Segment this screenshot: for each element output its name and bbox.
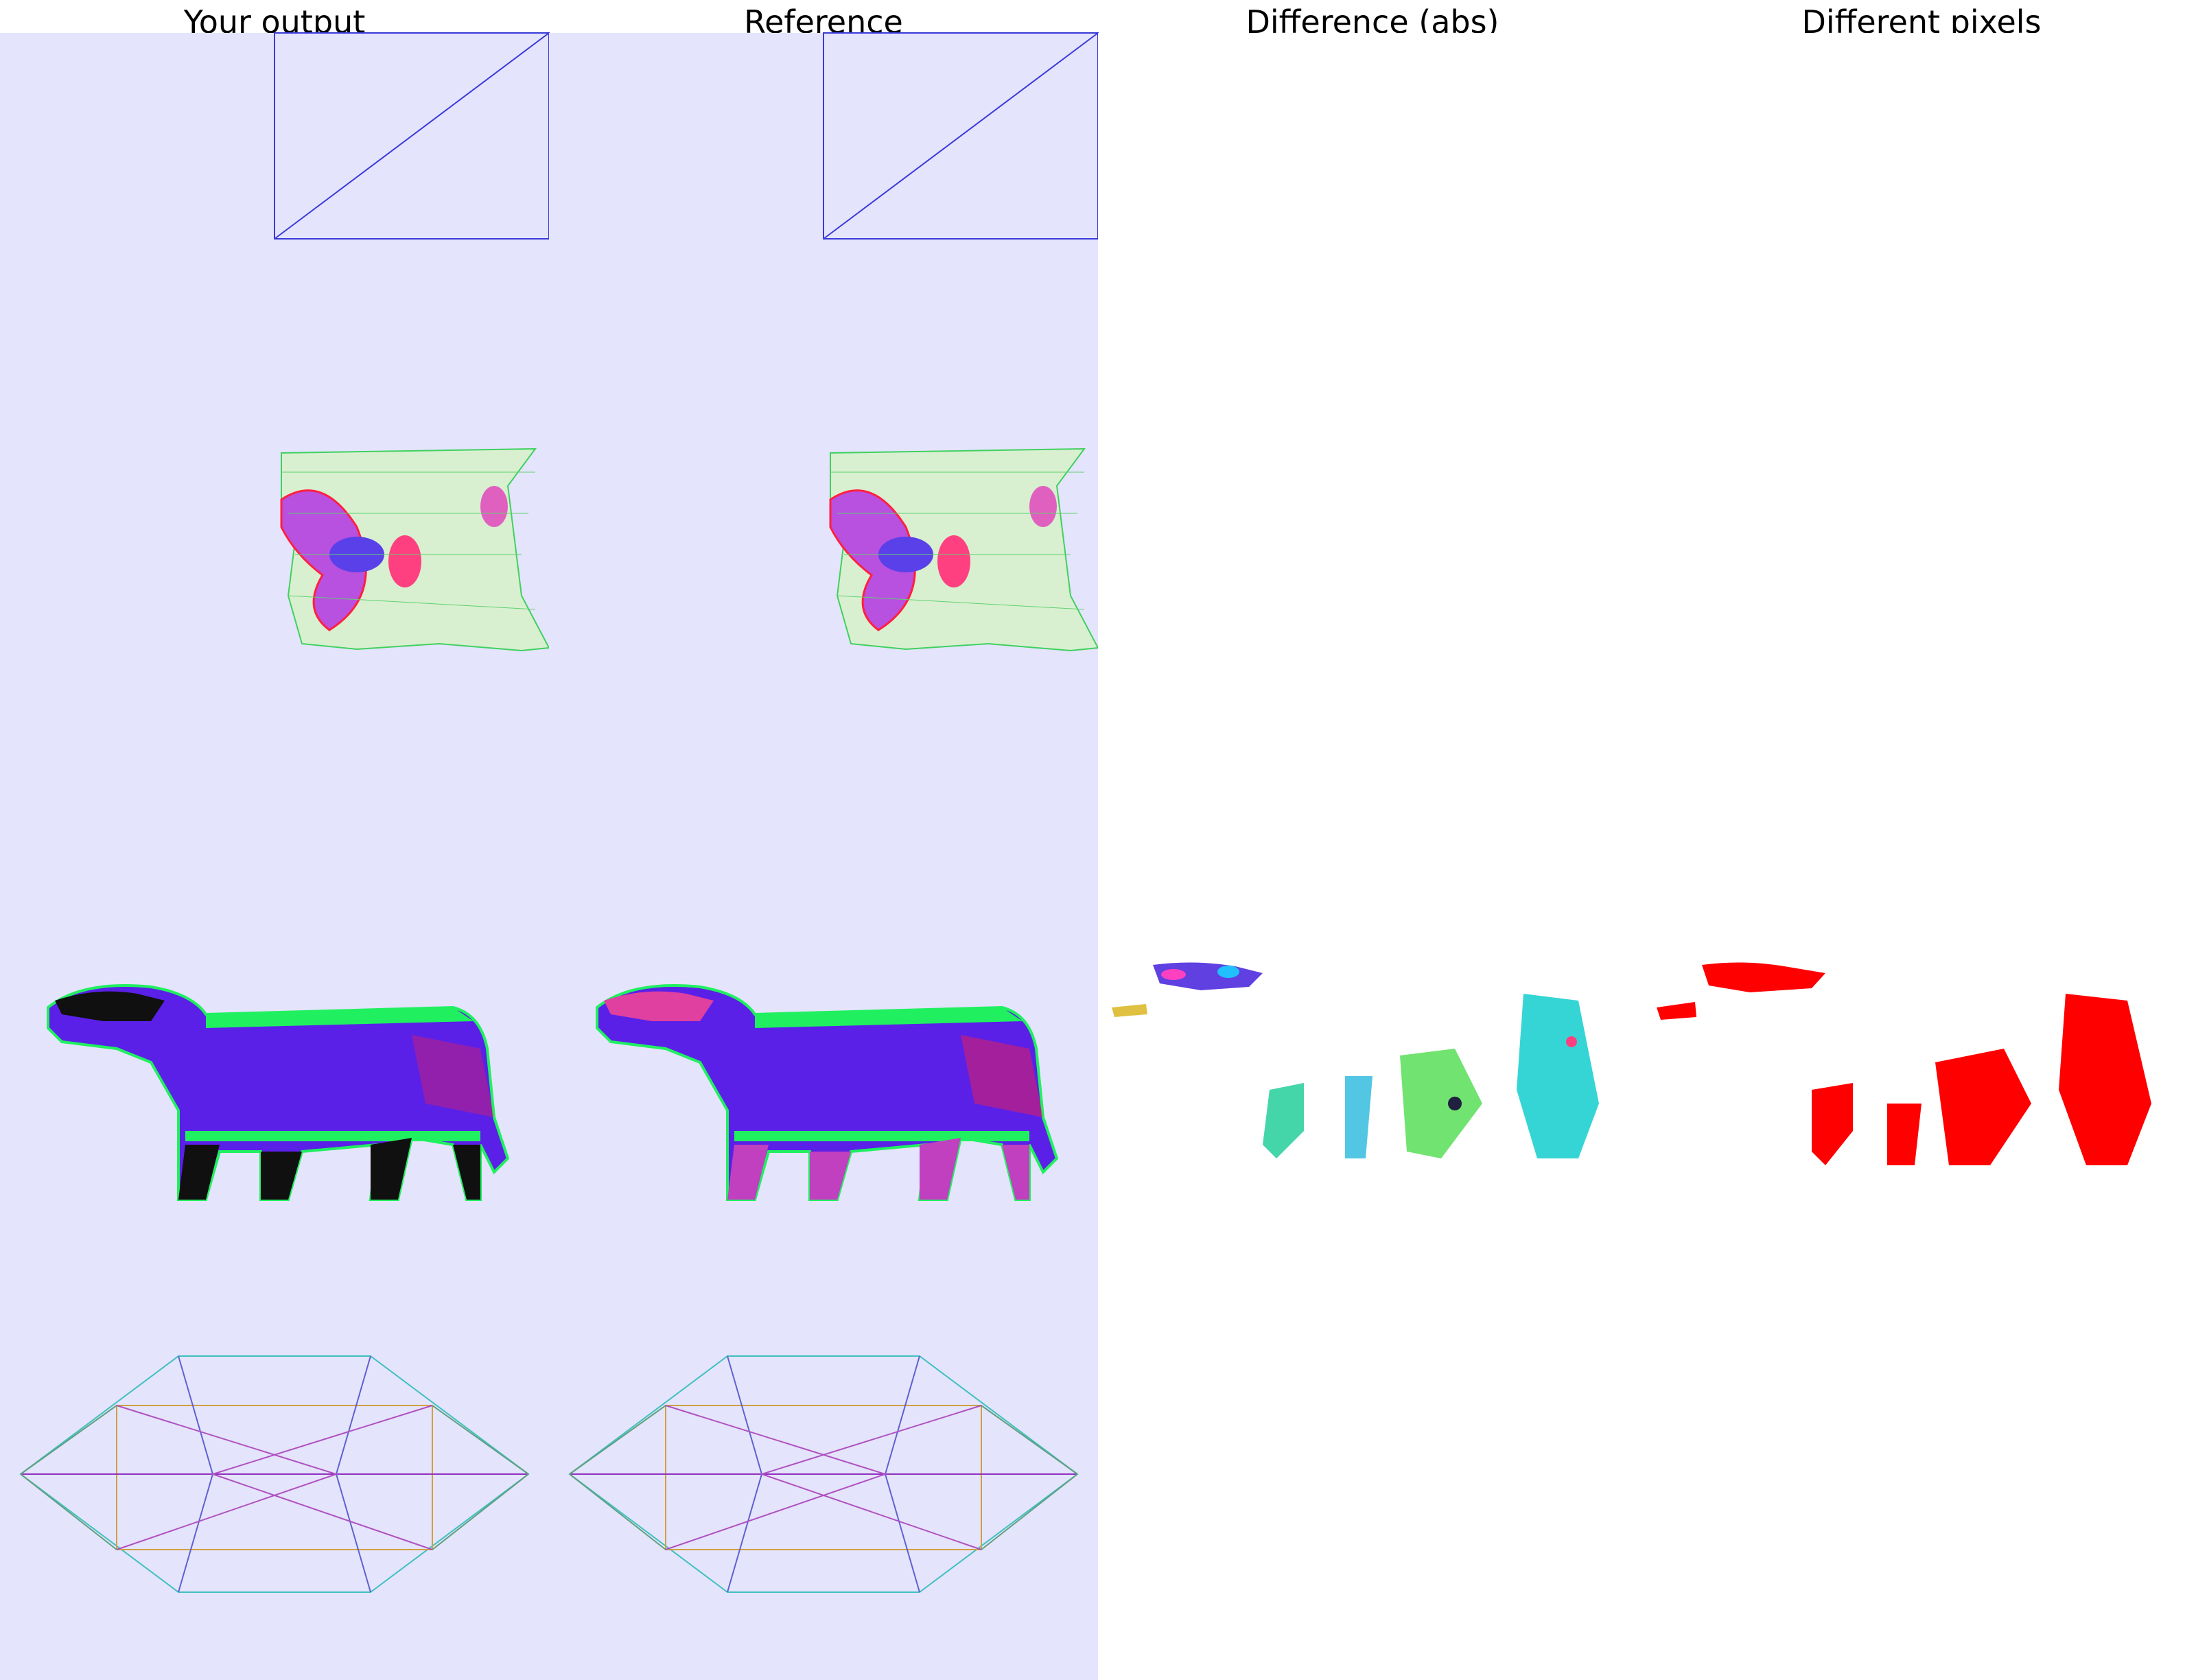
polyhedron-wireframe bbox=[19, 1355, 530, 1593]
quad-wireframe bbox=[823, 32, 1099, 240]
difference-legs-region bbox=[1263, 994, 1599, 1158]
title-reference: Reference bbox=[744, 3, 903, 40]
uv-mesh bbox=[829, 447, 1099, 652]
polyhedron-wireframe bbox=[568, 1355, 1079, 1593]
output-render bbox=[19, 32, 550, 1593]
difference-render bbox=[1112, 962, 1599, 1158]
uv-mesh bbox=[280, 447, 550, 652]
reference-render bbox=[568, 32, 1099, 1593]
difference-head-region bbox=[1112, 962, 1263, 1017]
quad-wireframe bbox=[274, 32, 550, 240]
title-different-pixels: Different pixels bbox=[1801, 3, 2042, 40]
panel-difference bbox=[1098, 33, 1647, 1680]
cow-mesh bbox=[596, 984, 1059, 1201]
title-difference: Difference (abs) bbox=[1246, 3, 1499, 40]
panel-different-pixels bbox=[1647, 33, 2196, 1680]
diff-pixels-mask bbox=[1657, 962, 2151, 1165]
title-your-output: Your output bbox=[183, 3, 366, 40]
different-pixels-render bbox=[1657, 962, 2151, 1165]
panel-reference bbox=[549, 32, 1099, 1680]
cow-mesh bbox=[47, 984, 510, 1201]
panel-your-output bbox=[0, 32, 550, 1680]
